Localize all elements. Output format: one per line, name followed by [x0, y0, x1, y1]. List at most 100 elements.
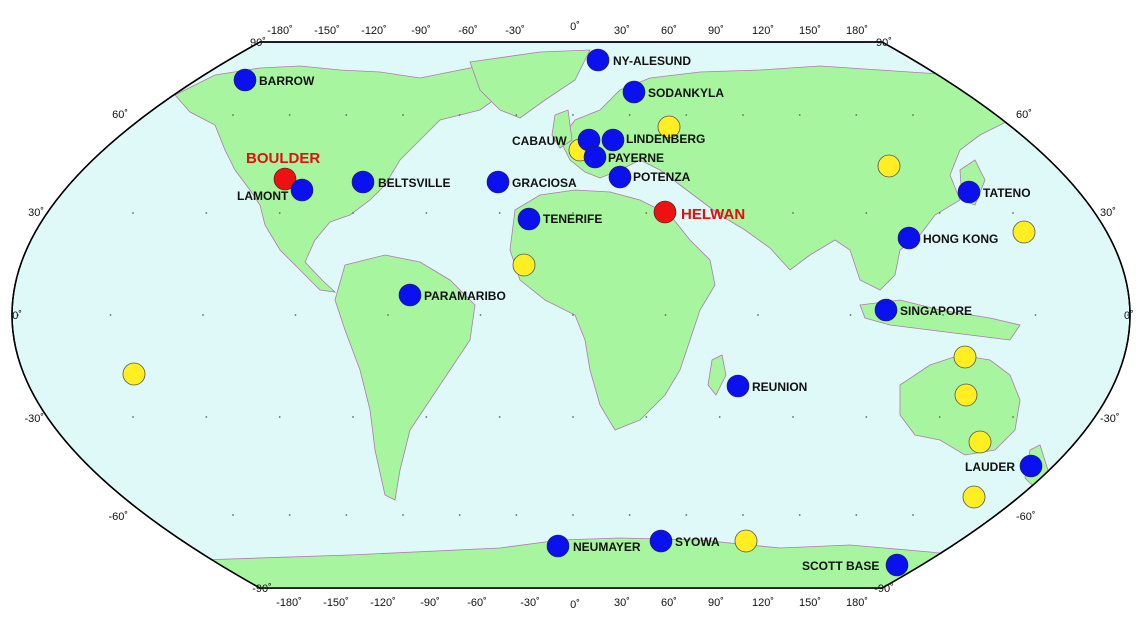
graticule-dot	[515, 114, 518, 116]
yellow-marker[interactable]	[962, 485, 986, 509]
station-label: TATENO	[983, 186, 1031, 200]
station-barrow[interactable]: BARROW	[233, 68, 315, 92]
yellow-marker[interactable]	[122, 362, 146, 386]
station-label: LAUDER	[965, 460, 1015, 474]
graticule-dot	[792, 212, 794, 214]
corner-label-bottom-right: -90˚	[874, 583, 894, 595]
graticule-dot	[572, 416, 574, 418]
graticule-dot	[232, 514, 234, 516]
graticule-dot	[479, 314, 482, 316]
lon-bottom-label: 180˚	[846, 597, 868, 609]
lat-left-label: 30˚	[28, 207, 44, 219]
graticule-dot	[798, 514, 801, 516]
yellow-marker[interactable]	[954, 383, 978, 407]
lat-left-label: 0˚	[12, 310, 22, 322]
graticule-dot	[278, 416, 281, 418]
station-reunion[interactable]: REUNION	[726, 374, 807, 398]
station-cabauw[interactable]: CABAUW	[512, 128, 601, 152]
lat-left-label: -30˚	[24, 413, 44, 425]
yellow-marker[interactable]	[734, 529, 758, 553]
lon-top-label: -60˚	[458, 25, 478, 37]
station-label: PAYERNE	[608, 151, 664, 165]
station-label: BARROW	[259, 74, 315, 88]
station-syowa[interactable]: SYOWA	[649, 529, 720, 553]
station-tateno[interactable]: TATENO	[957, 180, 1031, 204]
station-sodankyla[interactable]: SODANKYLA	[622, 80, 724, 104]
graticule-dot	[865, 212, 868, 214]
yellow-marker[interactable]	[657, 115, 681, 139]
station-neumayer[interactable]: NEUMAYER	[546, 534, 641, 558]
station-singapore[interactable]: SINGAPORE	[874, 298, 972, 322]
graticule-dot	[205, 212, 208, 214]
graticule-dot	[942, 314, 944, 316]
graticule-dot	[345, 114, 348, 116]
lon-top-label: 150˚	[799, 25, 821, 37]
station-payerne[interactable]: PAYERNE	[583, 145, 664, 169]
graticule-dot	[645, 212, 648, 214]
graticule-dot	[628, 514, 631, 516]
station-hong-kong[interactable]: HONG KONG	[897, 226, 998, 250]
lon-top-label: -180˚	[267, 25, 293, 37]
graticule-dot	[498, 416, 501, 418]
graticule-dot	[498, 212, 501, 214]
corner-label-bottom-left: -90˚	[252, 583, 272, 595]
graticule-dot	[458, 114, 461, 116]
graticule-dot	[938, 416, 941, 418]
station-label: GRACIOSA	[512, 176, 577, 190]
lon-bottom-label: -120˚	[370, 597, 396, 609]
station-paramaribo[interactable]: PARAMARIBO	[398, 283, 506, 307]
yellow-marker[interactable]	[968, 430, 992, 454]
yellow-marker[interactable]	[953, 345, 977, 369]
lat-right-label: 30˚	[1100, 207, 1116, 219]
graticule-dot	[664, 314, 667, 316]
station-label: NY-ALESUND	[613, 54, 691, 68]
station-lindenberg[interactable]: LINDENBERG	[601, 128, 705, 152]
graticule-dot	[938, 212, 941, 214]
south-america-landmass	[334, 254, 476, 501]
station-label: HONG KONG	[923, 232, 998, 246]
graticule-dot	[718, 212, 721, 214]
station-beltsville[interactable]: BELTSVILLE	[351, 170, 450, 194]
yellow-marker[interactable]	[1012, 220, 1036, 244]
graticule-dot	[1034, 314, 1037, 316]
station-scott-base[interactable]: SCOTT BASE	[802, 553, 909, 577]
station-boulder[interactable]: BOULDER	[246, 150, 320, 191]
madagascar-landmass	[707, 354, 727, 396]
greenland-landmass	[469, 49, 591, 119]
britain-landmass	[551, 109, 573, 149]
graticule-dot	[515, 514, 518, 516]
station-potenza[interactable]: POTENZA	[608, 165, 691, 189]
graticule-dot	[132, 212, 134, 214]
graticule-dot	[352, 416, 354, 418]
graticule-dot	[425, 212, 428, 214]
graticule-dot	[572, 314, 574, 316]
station-helwan[interactable]: HELWAN	[653, 200, 745, 224]
graticule-dot	[402, 514, 404, 516]
graticule-dot	[912, 514, 914, 516]
lon-bottom-label: 90˚	[708, 597, 724, 609]
yellow-marker[interactable]	[877, 154, 901, 178]
graticule-dot	[855, 514, 858, 516]
corner-label-top-right: 90˚	[876, 37, 892, 49]
station-lauder[interactable]: LAUDER	[965, 454, 1043, 478]
station-label: SYOWA	[675, 535, 720, 549]
longitude-labels-bottom: -180˚ -150˚ -120˚ -90˚ -60˚ -30˚ 0˚ 30˚ …	[276, 597, 868, 611]
station-lamont[interactable]: LAMONT	[237, 178, 314, 203]
station-graciosa[interactable]: GRACIOSA	[486, 170, 577, 194]
station-label: TENERIFE	[543, 212, 602, 226]
graticule-dot	[849, 314, 852, 316]
graticule-dot	[17, 314, 19, 316]
lon-bottom-label: -60˚	[467, 597, 487, 609]
lat-right-label: -30˚	[1100, 413, 1120, 425]
station-tenerife[interactable]: TENERIFE	[517, 207, 602, 231]
lon-bottom-label: 30˚	[614, 597, 630, 609]
graticule-dot	[685, 514, 688, 516]
lon-top-label: 30˚	[614, 25, 630, 37]
graticule-dot	[109, 314, 112, 316]
yellow-marker[interactable]	[512, 253, 536, 277]
antarctica-landmass	[199, 537, 1001, 588]
graticule-dot	[855, 114, 858, 116]
station-ny-alesund[interactable]: NY-ALESUND	[586, 48, 691, 72]
lat-left-label: -60˚	[108, 511, 128, 523]
graticule-dot	[425, 416, 428, 418]
